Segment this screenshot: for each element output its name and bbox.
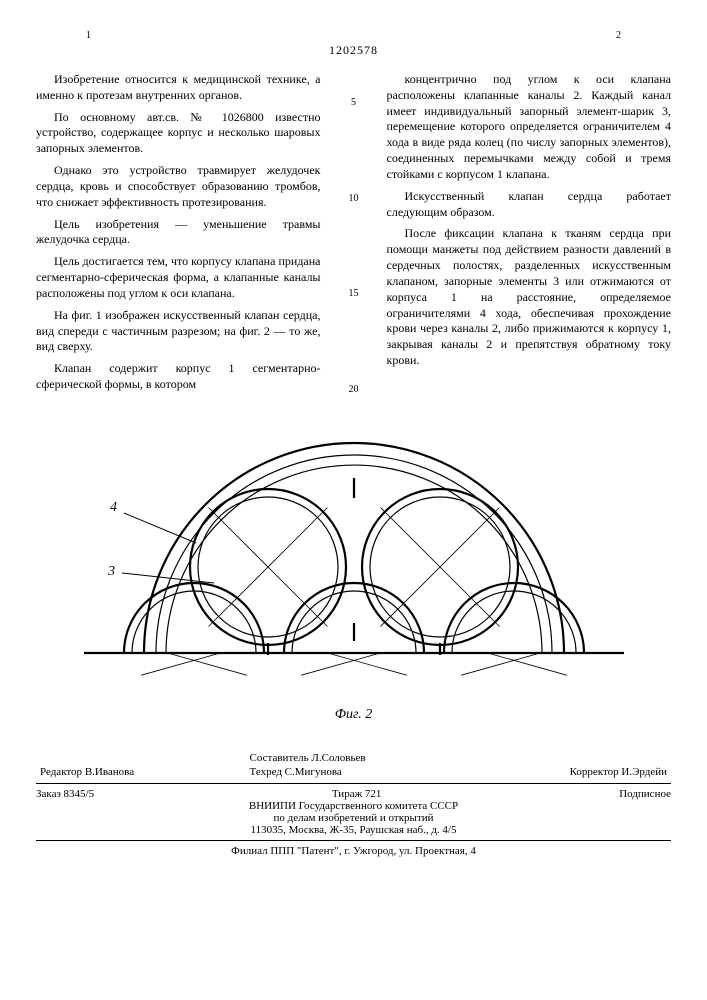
line-number-gutter: 5 10 15 20 xyxy=(347,72,361,399)
figure-svg: 43 xyxy=(74,423,634,703)
order-number: Заказ 8345/5 xyxy=(36,788,94,800)
org-line-1: ВНИИПИ Государственного комитета СССР xyxy=(36,800,671,812)
line-number: 15 xyxy=(347,289,361,299)
svg-text:4: 4 xyxy=(110,500,117,515)
doc-number: 1202578 xyxy=(36,43,671,58)
para: Однако это устройство травмирует желудоч… xyxy=(36,163,321,210)
figure-2: 43 Фиг. 2 xyxy=(36,423,671,723)
svg-text:3: 3 xyxy=(107,564,115,579)
para: Клапан содержит корпус 1 сегментарно-сфе… xyxy=(36,361,321,393)
para: Искусственный клапан сердца работает сле… xyxy=(387,189,672,221)
divider xyxy=(36,840,671,841)
corrector-name: И.Эрдейи xyxy=(621,766,667,778)
compiler-label: Составитель xyxy=(250,752,309,764)
line-number: 10 xyxy=(347,194,361,204)
para: На фиг. 1 изображен искусственный клапан… xyxy=(36,308,321,355)
line-number: 5 xyxy=(347,98,361,108)
text-columns: Изобретение относится к медицинской техн… xyxy=(36,72,671,399)
para: По основному авт.св. № 1026800 известно … xyxy=(36,110,321,157)
figure-caption: Фиг. 2 xyxy=(36,707,671,723)
corrector-label: Корректор xyxy=(570,766,619,778)
techred-label: Техред xyxy=(250,766,282,778)
tirazh: Тираж 721 xyxy=(332,788,382,800)
imprint-block: Составитель Л.Соловьев Редактор В.Иванов… xyxy=(36,751,671,857)
right-column: концентрично под углом к оси клапана рас… xyxy=(387,72,672,399)
page-num-right: 2 xyxy=(616,30,621,41)
para: После фиксации клапана к тканям сердца п… xyxy=(387,226,672,368)
page-num-left: 1 xyxy=(86,30,91,41)
para: концентрично под углом к оси клапана рас… xyxy=(387,72,672,183)
compiler-name: Л.Соловьев xyxy=(311,752,365,764)
line-number: 20 xyxy=(347,385,361,395)
para: Цель достигается тем, что корпусу клапан… xyxy=(36,254,321,301)
editor-label: Редактор xyxy=(40,766,82,778)
editor-name: В.Иванова xyxy=(85,766,134,778)
address: 113035, Москва, Ж-35, Раушская наб., д. … xyxy=(36,824,671,836)
org-line-2: по делам изобретений и открытий xyxy=(36,812,671,824)
divider xyxy=(36,783,671,784)
filial: Филиал ППП "Патент", г. Ужгород, ул. Про… xyxy=(36,845,671,857)
techred-name: С.Мигунова xyxy=(285,766,342,778)
para: Цель изобретения — уменьшение травмы жел… xyxy=(36,217,321,249)
para: Изобретение относится к медицинской техн… xyxy=(36,72,321,104)
podpisnoe: Подписное xyxy=(619,788,671,800)
left-column: Изобретение относится к медицинской техн… xyxy=(36,72,321,399)
